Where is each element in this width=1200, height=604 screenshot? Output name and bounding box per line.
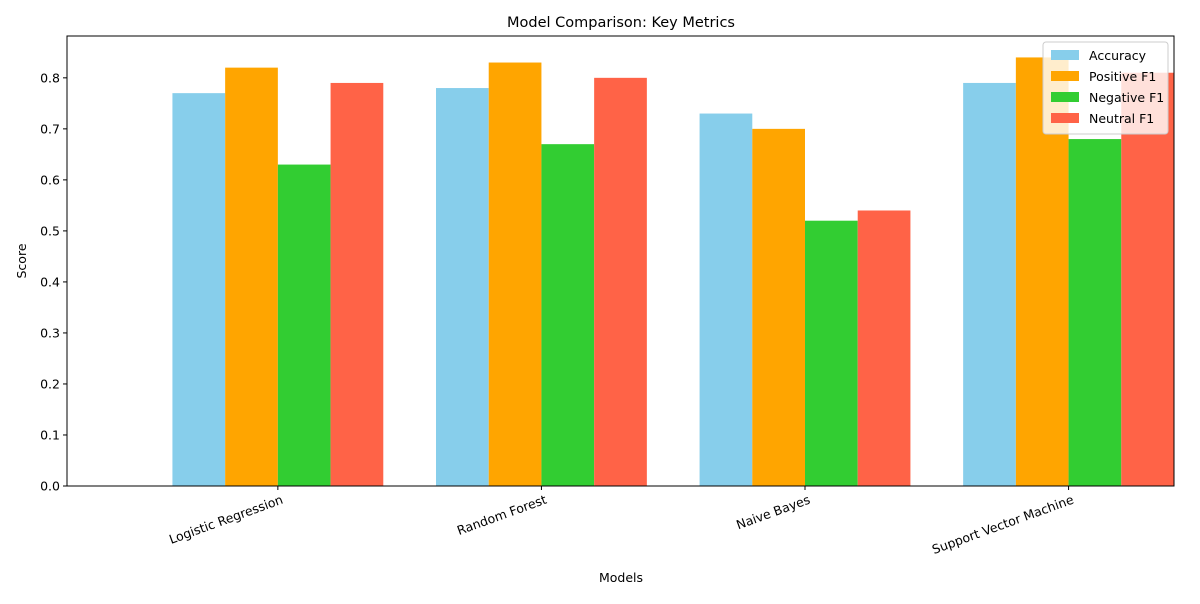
x-tick-label: Support Vector Machine [930, 492, 1076, 557]
legend-swatch [1051, 92, 1079, 102]
bar-accuracy-0 [172, 93, 226, 487]
legend-label: Negative F1 [1089, 90, 1164, 105]
x-tick-label: Naive Bayes [734, 492, 812, 533]
bar-negative-f1-3 [1068, 139, 1122, 486]
legend: Accuracy Positive F1 Negative F1 Neutral F1 [1042, 41, 1169, 135]
y-axis: 0.0 0.1 0.2 0.3 0.4 0.5 0.6 0.7 0.8 [40, 70, 67, 494]
legend-swatch [1051, 50, 1079, 60]
legend-swatch [1051, 113, 1079, 123]
x-axis-label: Models [599, 570, 643, 585]
bar-accuracy-2 [699, 113, 753, 486]
y-tick-label: 0.3 [40, 325, 60, 340]
bar-neutral-f1-3 [1121, 72, 1174, 487]
y-tick-label: 0.1 [40, 427, 60, 442]
y-tick-label: 0.8 [40, 70, 60, 85]
bar-accuracy-1 [436, 88, 489, 486]
y-tick-label: 0.7 [40, 121, 60, 136]
y-tick-label: 0.4 [40, 274, 60, 289]
y-tick-label: 0.5 [40, 223, 60, 238]
bar-negative-f1-1 [541, 144, 595, 486]
bars-layer [172, 57, 1174, 487]
legend-label: Positive F1 [1089, 69, 1156, 84]
plot-frame [66, 35, 1175, 487]
bar-neutral-f1-1 [594, 77, 647, 486]
bar-positive-f1-2 [752, 128, 805, 486]
legend-label: Accuracy [1089, 48, 1147, 63]
y-tick-label: 0.0 [40, 479, 60, 494]
bar-accuracy-3 [963, 82, 1016, 486]
bar-negative-f1-0 [277, 164, 331, 487]
legend-swatch [1051, 71, 1079, 81]
legend-label: Neutral F1 [1089, 111, 1154, 126]
chart-title: Model Comparison: Key Metrics [507, 15, 735, 31]
bar-positive-f1-1 [488, 62, 542, 487]
y-axis-label: Score [14, 243, 29, 278]
y-tick-label: 0.6 [40, 172, 60, 187]
bar-neutral-f1-0 [330, 82, 384, 486]
x-tick-label: Random Forest [455, 492, 549, 538]
bar-neutral-f1-2 [857, 210, 911, 486]
x-tick-label: Logistic Regression [167, 492, 285, 547]
x-axis: Logistic Regression Random Forest Naive Ba… [167, 486, 1076, 557]
y-tick-label: 0.2 [40, 376, 60, 391]
legend-box [1042, 41, 1169, 135]
bar-positive-f1-0 [225, 67, 278, 486]
bar-negative-f1-2 [805, 220, 858, 486]
